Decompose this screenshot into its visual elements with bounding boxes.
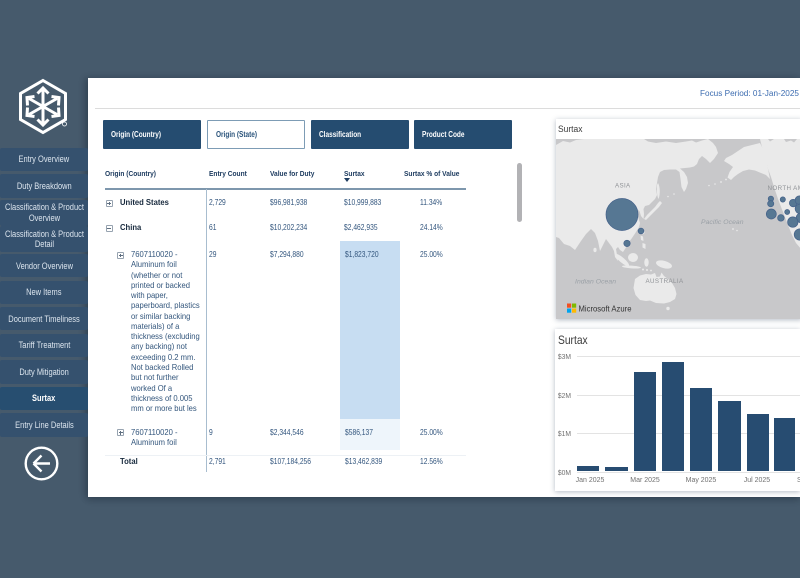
- svg-text:AUSTRALIA: AUSTRALIA: [645, 278, 683, 285]
- svg-text:Indian Ocean: Indian Ocean: [575, 279, 616, 286]
- svg-text:Microsoft Azure: Microsoft Azure: [578, 304, 631, 314]
- svg-text:ASIA: ASIA: [615, 183, 631, 190]
- svg-text:Pacific Ocean: Pacific Ocean: [701, 219, 744, 226]
- svg-text:NORTH AMERICA: NORTH AMERICA: [767, 185, 800, 192]
